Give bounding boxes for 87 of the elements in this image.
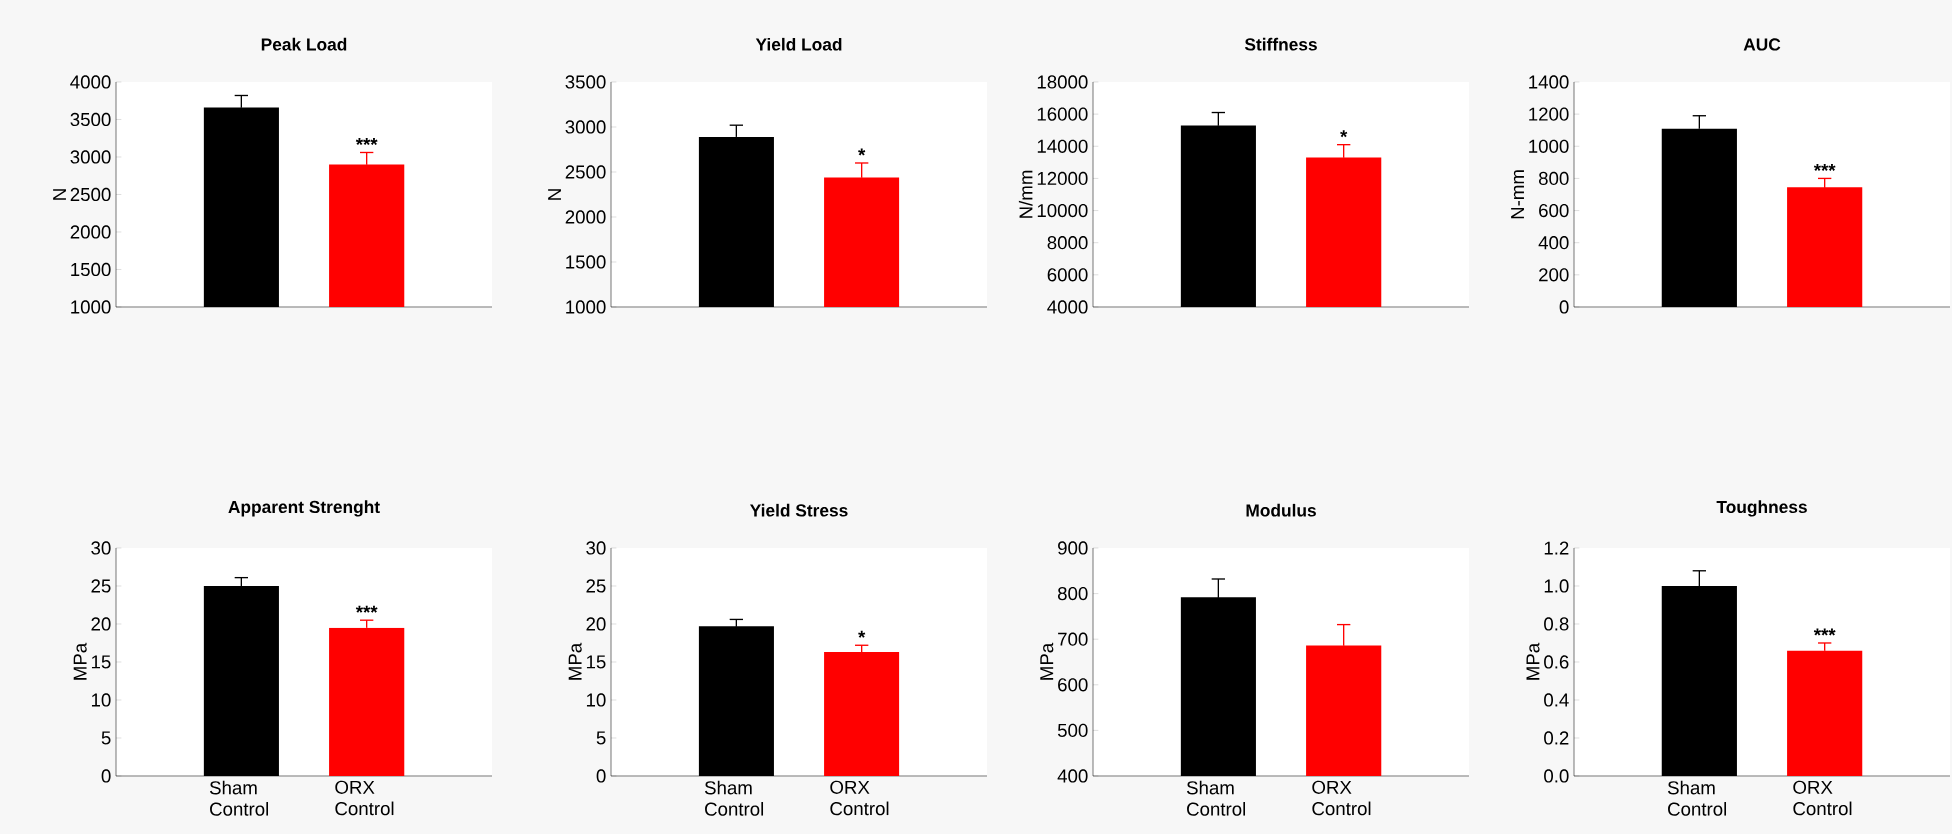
x-tick-label: Sham Control <box>1667 780 1727 816</box>
y-axis-title: N/mm <box>1018 170 1033 218</box>
y-tick-label: 500 <box>1057 723 1088 737</box>
y-tick-label: 200 <box>1539 268 1569 282</box>
chart-title: Stiffness <box>1244 37 1317 51</box>
y-tick-label: 1200 <box>1529 107 1569 121</box>
y-tick-label: 4000 <box>70 75 111 89</box>
y-tick-label: 0.0 <box>1544 769 1569 783</box>
chart-title: Yield Stress <box>750 503 848 517</box>
y-tick-label: 3500 <box>70 112 111 127</box>
y-tick-label: 30 <box>91 541 111 555</box>
y-tick-label: 18000 <box>1037 75 1088 89</box>
y-tick-label: 2500 <box>70 187 111 202</box>
annotation: *** <box>1813 163 1836 171</box>
y-tick-label: 400 <box>1538 236 1569 250</box>
y-tick-label: 12000 <box>1037 171 1088 186</box>
y-tick-label: 700 <box>1058 632 1088 646</box>
y-tick-label: 0 <box>596 769 606 783</box>
y-tick-label: 20 <box>586 617 606 631</box>
chart-title: Toughness <box>1716 500 1807 517</box>
chart-title: Modulus <box>1246 503 1316 517</box>
y-tick-label: 600 <box>1539 203 1569 218</box>
chart-title: AUC <box>1743 38 1781 51</box>
y-tick-label: 5 <box>596 731 606 745</box>
y-tick-label: 8000 <box>1047 236 1088 250</box>
annotation: *** <box>1813 628 1836 636</box>
y-tick-label: 400 <box>1057 769 1088 783</box>
y-tick-label: 16000 <box>1037 107 1088 121</box>
y-tick-label: 10 <box>586 693 606 707</box>
y-tick-label: 3000 <box>70 150 111 164</box>
y-tick-label: 0.2 <box>1544 731 1569 745</box>
y-tick-label: 25 <box>91 579 111 593</box>
y-tick-label: 3000 <box>565 120 606 134</box>
y-tick-label: 0 <box>101 769 111 783</box>
y-tick-label: 600 <box>1058 678 1088 692</box>
y-tick-label: 900 <box>1058 541 1088 555</box>
y-tick-label: 14000 <box>1037 139 1088 153</box>
y-tick-label: 30 <box>586 541 606 555</box>
y-tick-label: 10 <box>91 693 111 707</box>
x-tick-label: Sham Control <box>1186 780 1246 816</box>
y-tick-label: 0.8 <box>1544 617 1569 631</box>
y-tick-label: 5 <box>101 731 111 745</box>
y-axis-title: N <box>548 189 561 200</box>
y-tick-label: 1400 <box>1529 75 1569 89</box>
y-tick-label: 0 <box>1559 300 1569 314</box>
annotation: *** <box>355 605 378 613</box>
annotation: *** <box>355 138 378 145</box>
y-tick-label: 800 <box>1538 171 1569 186</box>
y-tick-label: 3500 <box>565 75 606 89</box>
y-tick-label: 1.2 <box>1544 541 1569 555</box>
y-tick-label: 1000 <box>566 300 606 314</box>
chart-title: Yield Load <box>755 37 842 51</box>
y-tick-label: 6000 <box>1047 268 1088 282</box>
y-tick-label: 1000 <box>1529 139 1569 153</box>
x-tick-label: ORX Control <box>335 780 394 816</box>
y-tick-label: 25 <box>586 579 606 593</box>
y-tick-label: 1500 <box>71 262 111 277</box>
y-tick-label: 2500 <box>565 165 606 179</box>
y-tick-label: 2000 <box>70 225 111 239</box>
y-tick-label: 4000 <box>1047 300 1088 314</box>
annotation: * <box>858 630 866 638</box>
y-tick-label: 800 <box>1057 586 1088 601</box>
y-tick-label: 1500 <box>566 255 606 269</box>
x-tick-label: ORX Control <box>830 780 889 816</box>
y-tick-label: 15 <box>91 655 111 669</box>
annotation: * <box>858 148 866 156</box>
chart-title: Apparent Strenght <box>228 500 380 517</box>
y-tick-label: 20 <box>91 617 111 631</box>
y-tick-label: 1.0 <box>1544 579 1569 593</box>
x-tick-label: Sham Control <box>209 780 269 816</box>
y-axis-title: N-mm <box>1511 170 1524 219</box>
chart-title: Peak Load <box>261 37 347 51</box>
y-axis-title: N <box>53 189 66 200</box>
y-axis-title: MPa <box>73 642 87 680</box>
x-tick-label: ORX Control <box>1312 780 1371 816</box>
y-tick-label: 10000 <box>1037 203 1088 218</box>
y-axis-title: MPa <box>1526 642 1540 680</box>
x-tick-label: ORX Control <box>1793 780 1852 816</box>
y-tick-label: 1000 <box>71 300 111 314</box>
y-axis-title: MPa <box>1040 642 1054 680</box>
y-tick-label: 15 <box>586 655 606 669</box>
y-tick-label: 2000 <box>565 210 606 224</box>
y-axis-title: MPa <box>568 642 582 680</box>
annotation: * <box>1340 130 1348 138</box>
x-tick-label: Sham Control <box>704 780 764 816</box>
y-tick-label: 0.6 <box>1544 655 1569 669</box>
y-tick-label: 0.4 <box>1544 693 1569 707</box>
